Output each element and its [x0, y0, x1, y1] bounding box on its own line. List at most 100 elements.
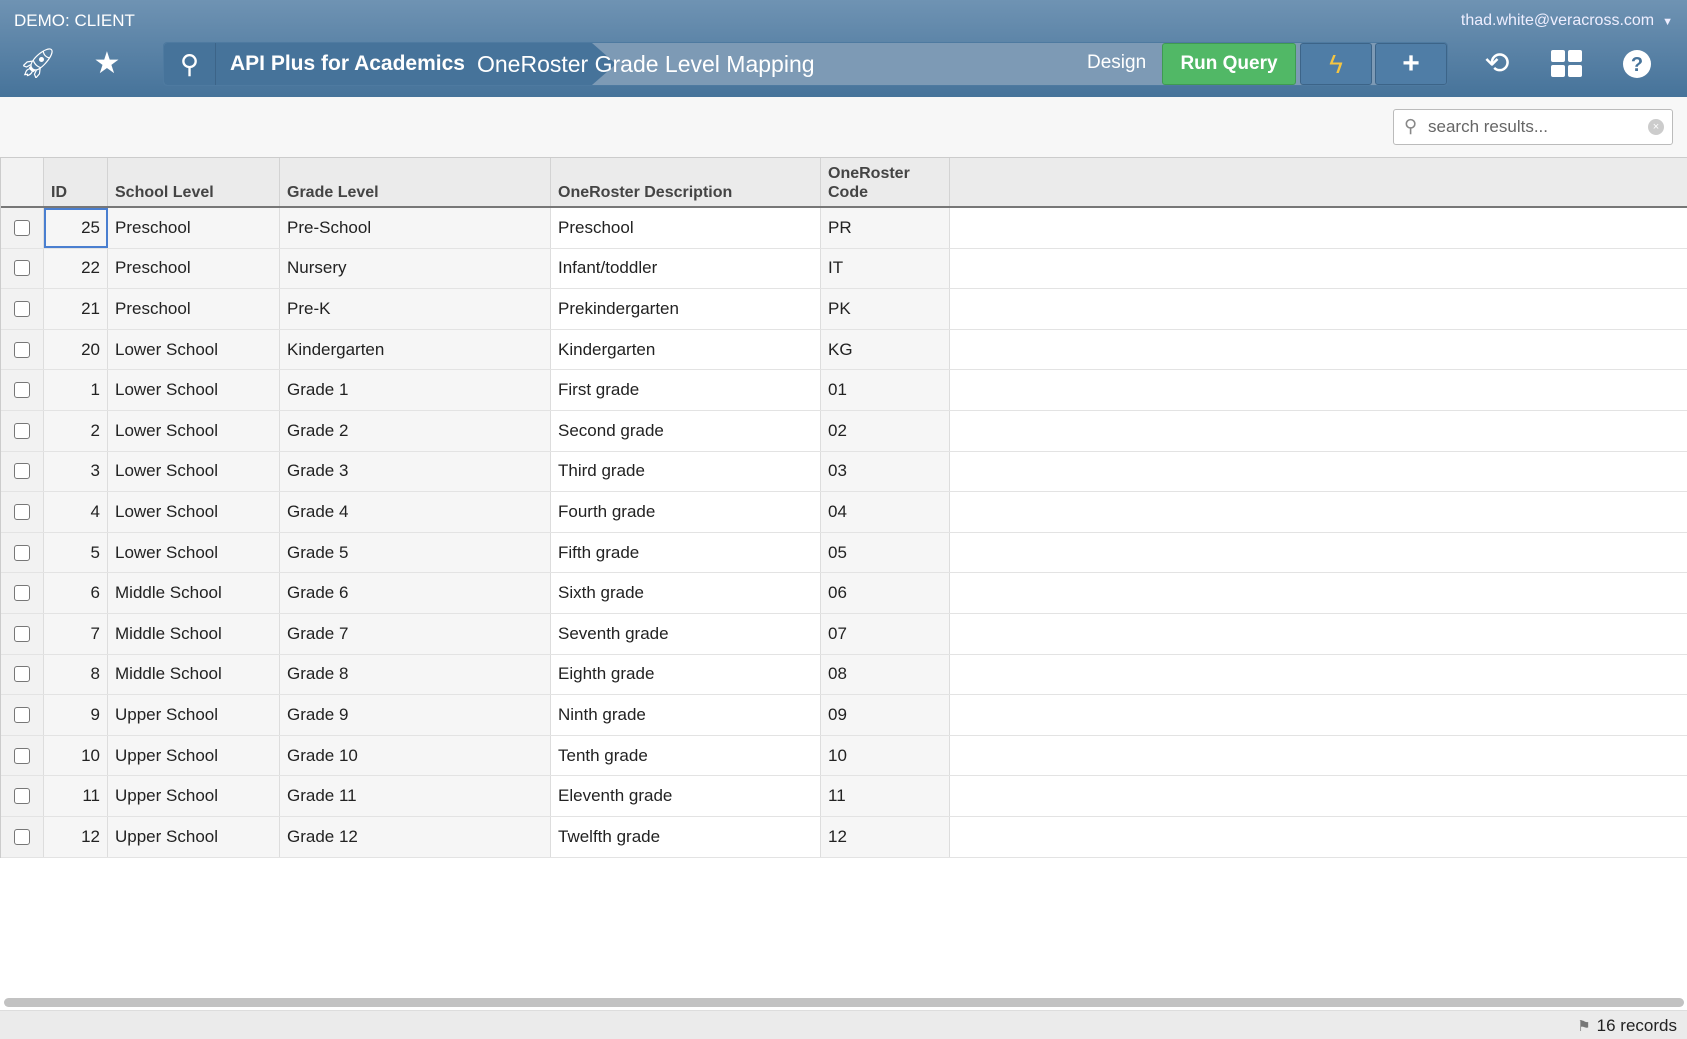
cell-oneroster-description[interactable]: Ninth grade: [551, 695, 821, 735]
cell-school-level[interactable]: Preschool: [108, 289, 280, 329]
table-row[interactable]: 25 Preschool Pre-School Preschool PR: [1, 208, 1687, 249]
cell-oneroster-code[interactable]: KG: [821, 329, 950, 370]
cell-grade-level[interactable]: Grade 3: [280, 451, 551, 492]
cell-id[interactable]: 8: [44, 654, 108, 695]
row-checkbox[interactable]: [14, 260, 30, 277]
row-select[interactable]: [1, 329, 44, 370]
table-row[interactable]: 22 Preschool Nursery Infant/toddler IT: [1, 248, 1687, 290]
row-checkbox[interactable]: [14, 341, 30, 358]
row-select[interactable]: [1, 410, 44, 451]
row-select[interactable]: [1, 735, 44, 776]
row-select[interactable]: [1, 451, 44, 492]
row-select[interactable]: [1, 816, 44, 857]
table-row[interactable]: 3 Lower School Grade 3 Third grade 03: [1, 451, 1687, 493]
cell-grade-level[interactable]: Grade 7: [280, 613, 551, 654]
row-select[interactable]: [1, 492, 44, 532]
row-checkbox[interactable]: [14, 788, 30, 805]
cell-oneroster-code[interactable]: IT: [821, 248, 950, 289]
cell-oneroster-code[interactable]: 01: [821, 370, 950, 410]
cell-id[interactable]: 10: [44, 735, 108, 776]
search-icon[interactable]: ⚲: [164, 43, 216, 85]
table-row[interactable]: 7 Middle School Grade 7 Seventh grade 07: [1, 613, 1687, 655]
table-row[interactable]: 5 Lower School Grade 5 Fifth grade 05: [1, 532, 1687, 574]
cell-id[interactable]: 9: [44, 695, 108, 735]
cell-id[interactable]: 6: [44, 573, 108, 613]
cell-oneroster-code[interactable]: PK: [821, 289, 950, 329]
cell-oneroster-code[interactable]: 08: [821, 654, 950, 695]
cell-oneroster-code[interactable]: 05: [821, 532, 950, 573]
row-checkbox[interactable]: [14, 382, 30, 399]
cell-school-level[interactable]: Lower School: [108, 451, 280, 492]
row-select[interactable]: [1, 289, 44, 329]
cell-id[interactable]: 12: [44, 816, 108, 857]
table-row[interactable]: 6 Middle School Grade 6 Sixth grade 06: [1, 573, 1687, 614]
cell-id[interactable]: 3: [44, 451, 108, 492]
cell-id[interactable]: 20: [44, 329, 108, 370]
cell-oneroster-code[interactable]: PR: [821, 208, 950, 248]
cell-oneroster-code[interactable]: 10: [821, 735, 950, 776]
cell-oneroster-code[interactable]: 04: [821, 492, 950, 532]
cell-grade-level[interactable]: Nursery: [280, 248, 551, 289]
cell-id[interactable]: 11: [44, 776, 108, 816]
cell-grade-level[interactable]: Grade 10: [280, 735, 551, 776]
column-header-school-level[interactable]: School Level: [108, 158, 280, 206]
cell-oneroster-code[interactable]: 11: [821, 776, 950, 816]
cell-oneroster-description[interactable]: Twelfth grade: [551, 816, 821, 857]
cell-grade-level[interactable]: Grade 2: [280, 410, 551, 451]
cell-school-level[interactable]: Middle School: [108, 654, 280, 695]
breadcrumb-app[interactable]: API Plus for Academics: [216, 43, 616, 85]
cell-oneroster-description[interactable]: Fifth grade: [551, 532, 821, 573]
cell-oneroster-description[interactable]: Eleventh grade: [551, 776, 821, 816]
row-checkbox[interactable]: [14, 219, 30, 236]
cell-grade-level[interactable]: Grade 12: [280, 816, 551, 857]
row-checkbox[interactable]: [14, 503, 30, 520]
row-select[interactable]: [1, 654, 44, 695]
cell-grade-level[interactable]: Kindergarten: [280, 329, 551, 370]
row-checkbox[interactable]: [14, 544, 30, 561]
cell-grade-level[interactable]: Grade 6: [280, 573, 551, 613]
column-header-grade-level[interactable]: Grade Level: [280, 158, 551, 206]
table-row[interactable]: 21 Preschool Pre-K Prekindergarten PK: [1, 289, 1687, 330]
cell-school-level[interactable]: Middle School: [108, 613, 280, 654]
history-icon[interactable]: ⟲: [1484, 47, 1510, 80]
cell-id[interactable]: 4: [44, 492, 108, 532]
cell-oneroster-description[interactable]: Preschool: [551, 208, 821, 248]
table-row[interactable]: 8 Middle School Grade 8 Eighth grade 08: [1, 654, 1687, 696]
cell-school-level[interactable]: Upper School: [108, 695, 280, 735]
row-select[interactable]: [1, 613, 44, 654]
cell-school-level[interactable]: Preschool: [108, 208, 280, 248]
row-select[interactable]: [1, 776, 44, 816]
cell-oneroster-description[interactable]: Third grade: [551, 451, 821, 492]
cell-grade-level[interactable]: Grade 11: [280, 776, 551, 816]
cell-id[interactable]: 2: [44, 410, 108, 451]
cell-id[interactable]: 25: [44, 208, 108, 248]
search-results-field[interactable]: ⚲ ×: [1393, 109, 1673, 145]
table-row[interactable]: 9 Upper School Grade 9 Ninth grade 09: [1, 695, 1687, 736]
cell-oneroster-code[interactable]: 02: [821, 410, 950, 451]
row-select[interactable]: [1, 695, 44, 735]
run-query-button[interactable]: Run Query: [1162, 43, 1296, 85]
search-input[interactable]: [1428, 114, 1638, 140]
table-row[interactable]: 1 Lower School Grade 1 First grade 01: [1, 370, 1687, 411]
clear-icon[interactable]: ×: [1648, 119, 1664, 135]
cell-school-level[interactable]: Lower School: [108, 370, 280, 410]
cell-id[interactable]: 7: [44, 613, 108, 654]
column-header-id[interactable]: ID: [44, 158, 108, 206]
table-row[interactable]: 12 Upper School Grade 12 Twelfth grade 12: [1, 816, 1687, 858]
table-row[interactable]: 20 Lower School Kindergarten Kindergarten KG: [1, 329, 1687, 371]
column-header-oneroster-code[interactable]: OneRoster Code: [821, 158, 950, 206]
cell-oneroster-description[interactable]: Fourth grade: [551, 492, 821, 532]
cell-school-level[interactable]: Lower School: [108, 532, 280, 573]
star-icon[interactable]: ★: [93, 47, 121, 80]
row-checkbox[interactable]: [14, 666, 30, 683]
row-checkbox[interactable]: [14, 747, 30, 764]
cell-id[interactable]: 1: [44, 370, 108, 410]
cell-oneroster-description[interactable]: Infant/toddler: [551, 248, 821, 289]
grid-icon[interactable]: [1545, 44, 1589, 84]
cell-oneroster-description[interactable]: First grade: [551, 370, 821, 410]
plus-icon[interactable]: +: [1375, 43, 1447, 85]
lightning-icon[interactable]: ϟ: [1300, 43, 1372, 85]
row-checkbox[interactable]: [14, 625, 30, 642]
cell-school-level[interactable]: Upper School: [108, 816, 280, 857]
cell-grade-level[interactable]: Pre-School: [280, 208, 551, 248]
